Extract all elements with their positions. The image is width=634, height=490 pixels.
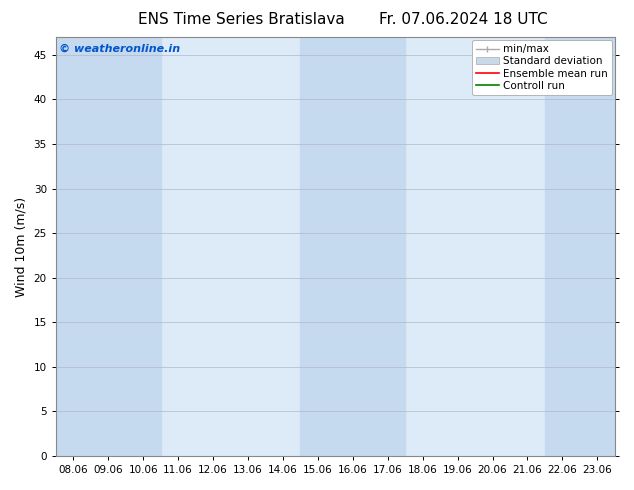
Bar <box>301 37 405 456</box>
Bar <box>545 37 615 456</box>
Text: Fr. 07.06.2024 18 UTC: Fr. 07.06.2024 18 UTC <box>378 12 547 27</box>
Text: ENS Time Series Bratislava: ENS Time Series Bratislava <box>138 12 344 27</box>
Bar <box>56 37 160 456</box>
Y-axis label: Wind 10m (m/s): Wind 10m (m/s) <box>15 196 28 296</box>
Text: © weatheronline.in: © weatheronline.in <box>58 43 180 53</box>
Legend: min/max, Standard deviation, Ensemble mean run, Controll run: min/max, Standard deviation, Ensemble me… <box>472 40 612 95</box>
